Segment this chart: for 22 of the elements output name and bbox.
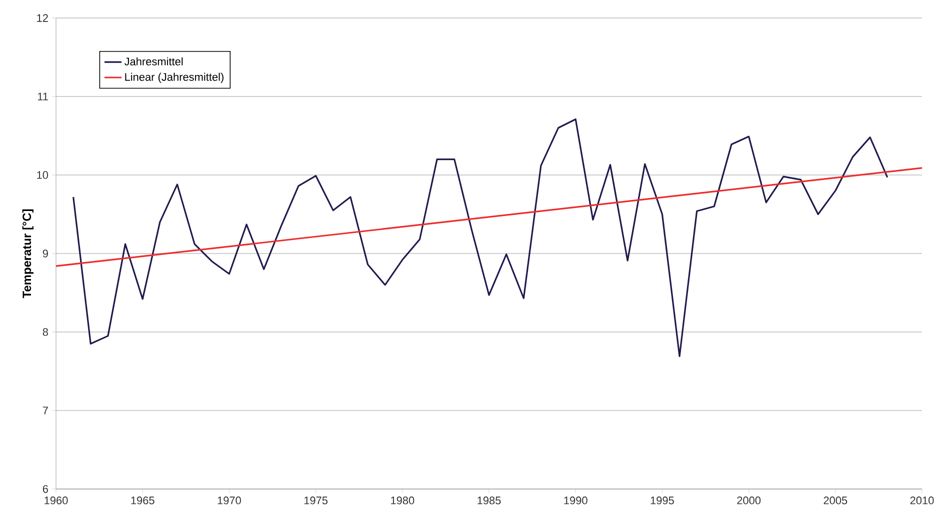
y-tick-label: 10	[37, 171, 48, 179]
y-tick-label: 11	[38, 92, 48, 100]
x-tick-label: 1980	[391, 496, 414, 504]
x-tick-label: 1995	[650, 496, 674, 504]
x-tick-label: 1990	[564, 496, 588, 504]
x-tick-label: 1965	[131, 496, 154, 504]
y-axis-title: Temperatur [°C]	[22, 209, 34, 298]
legend-label: Linear (Jahresmittel)	[125, 72, 224, 83]
x-tick-label: 2010	[910, 496, 934, 504]
y-tick-label: 8	[42, 328, 48, 336]
x-tick-label: 2000	[737, 496, 761, 504]
y-tick-label: 12	[37, 14, 48, 22]
x-tick-label: 1970	[218, 496, 241, 504]
y-tick-label: 9	[42, 250, 48, 258]
x-tick-label: 1985	[478, 496, 501, 504]
x-tick-label: 2005	[824, 496, 848, 504]
line-series	[72, 118, 888, 358]
y-tick-label: 7	[42, 406, 48, 414]
x-tick-label: 1975	[304, 496, 328, 504]
legend-label: Jahresmittel	[124, 57, 183, 66]
x-tick-label: 1960	[44, 496, 68, 504]
y-tick-label: 6	[42, 485, 48, 493]
